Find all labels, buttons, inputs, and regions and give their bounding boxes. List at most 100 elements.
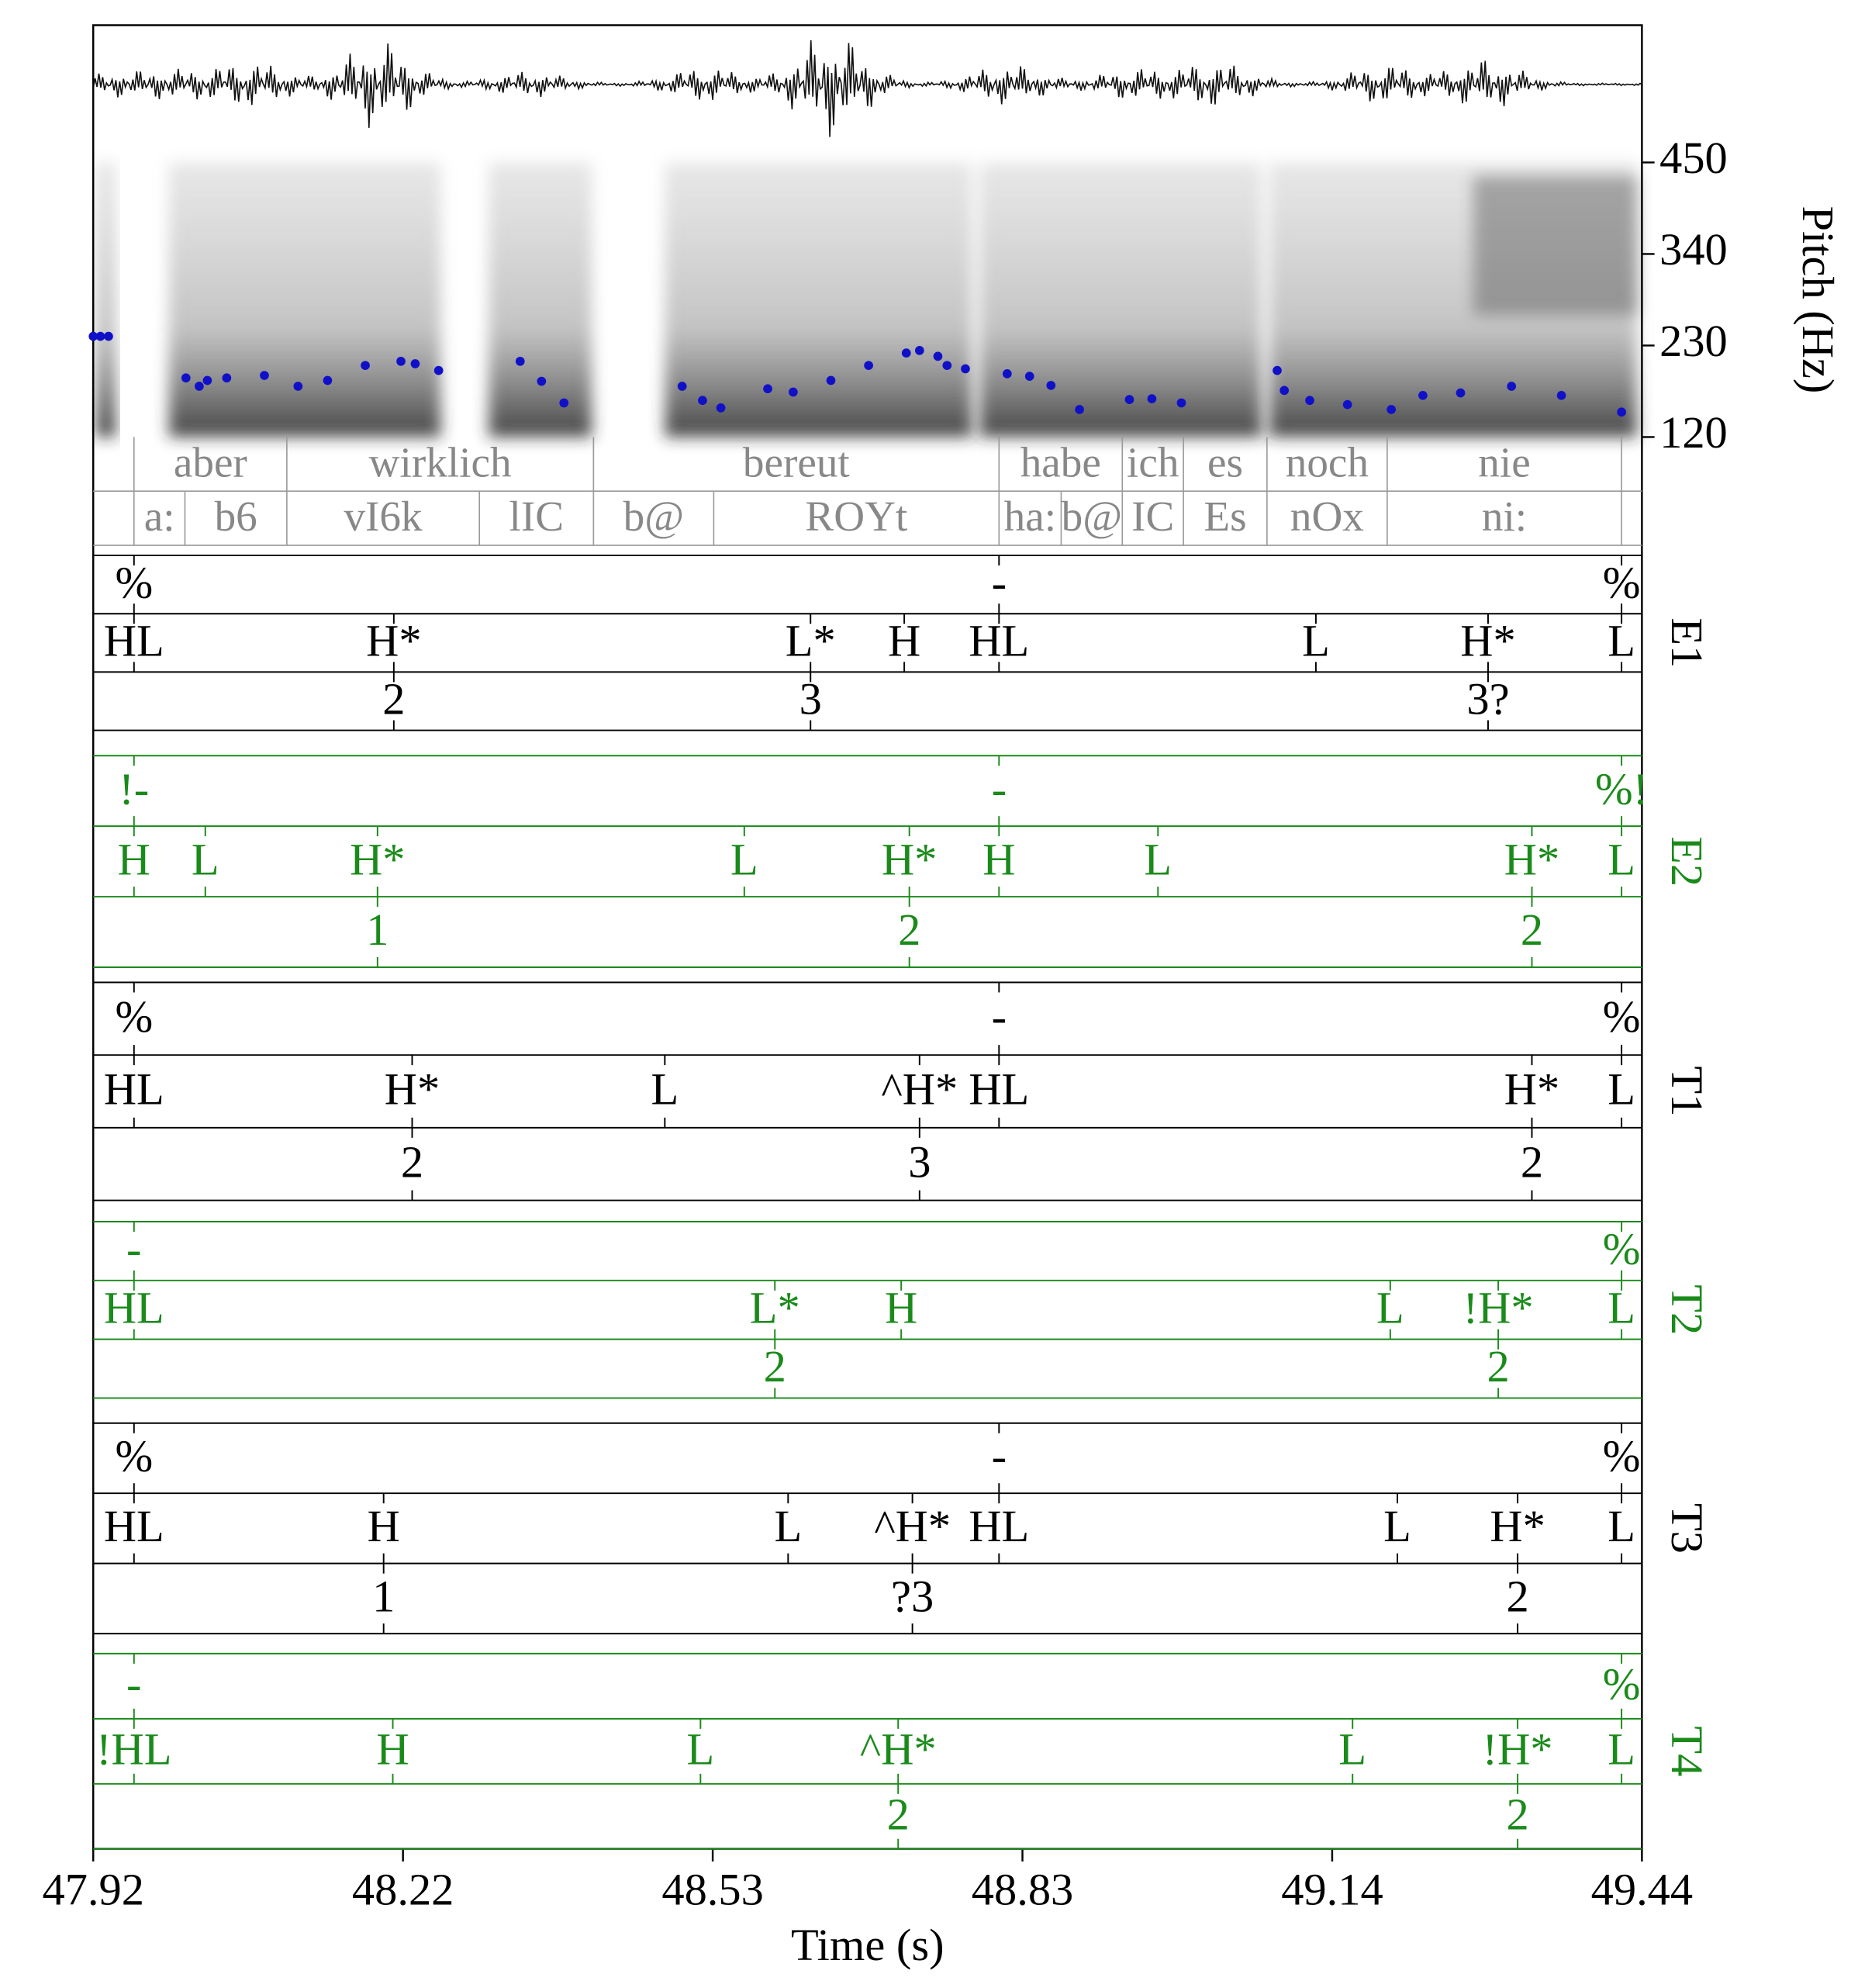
point-label: H: [118, 834, 150, 884]
pitch-point: [826, 375, 836, 385]
point-label: 2: [898, 904, 920, 955]
y-tick-label: 230: [1659, 316, 1728, 366]
y-axis-label: Pitch (Hz): [1793, 206, 1843, 394]
point-label: 2: [382, 674, 405, 724]
point-label: L: [1383, 1501, 1411, 1551]
pitch-point: [1305, 396, 1314, 406]
x-tick-label: 49.44: [1591, 1864, 1693, 1914]
pitch-point: [677, 382, 687, 391]
pitch-point: [914, 346, 924, 355]
pitch-point: [410, 359, 420, 368]
point-label: HL: [969, 615, 1029, 666]
point-label: %: [1603, 557, 1641, 607]
pitch-point: [1617, 407, 1626, 417]
x-tick-label: 47.92: [42, 1864, 143, 1914]
point-label: HL: [104, 1064, 164, 1115]
spectrogram-band: [95, 162, 116, 437]
x-tick-label: 48.22: [352, 1864, 454, 1914]
x-tick-label: 48.83: [972, 1864, 1073, 1914]
point-label: 2: [887, 1789, 910, 1839]
tier-label: ich: [1127, 438, 1179, 486]
y-tick-label: 450: [1659, 133, 1728, 183]
point-label: %: [115, 991, 153, 1042]
annotator-name: T2: [1662, 1284, 1712, 1335]
spectrogram-band: [168, 162, 441, 437]
pitch-point: [1002, 369, 1012, 379]
point-label: -: [992, 763, 1007, 814]
annotator-name: E2: [1662, 836, 1712, 887]
point-label: -: [992, 1431, 1007, 1481]
point-label: 2: [401, 1136, 423, 1187]
pitch-point: [1507, 382, 1517, 391]
x-axis-label: Time (s): [791, 1920, 944, 1970]
pitch-point: [1387, 405, 1397, 414]
tier-label: habe: [1020, 438, 1101, 486]
point-label: %: [115, 1431, 153, 1481]
pitch-point: [1279, 385, 1290, 396]
point-label: H*: [1460, 615, 1515, 666]
pitch-point: [195, 382, 204, 391]
point-label: L*: [750, 1282, 800, 1333]
point-label: %: [1603, 1659, 1641, 1710]
tier-label: bereut: [743, 438, 851, 486]
tier-label: es: [1207, 438, 1243, 486]
point-label: H: [368, 1501, 400, 1551]
point-label: %!: [1595, 763, 1648, 814]
tier-label: nie: [1478, 438, 1530, 486]
point-label: 2: [1506, 1789, 1528, 1839]
pitch-point: [1124, 395, 1134, 404]
point-label: H*: [1504, 1064, 1559, 1115]
spectrogram-band: [1473, 176, 1637, 315]
spectrogram: [92, 40, 1642, 437]
point-label: H*: [385, 1064, 440, 1115]
pitch-point: [901, 348, 911, 358]
point-label: -: [126, 1659, 141, 1710]
point-label: L: [1608, 1282, 1635, 1333]
point-label: H*: [1504, 834, 1559, 884]
pitch-point: [361, 361, 370, 371]
point-label: L: [1302, 615, 1330, 666]
pitch-point: [763, 384, 772, 394]
point-label: H: [376, 1724, 409, 1774]
point-label: HL: [969, 1064, 1029, 1115]
point-label: !H*: [1463, 1282, 1534, 1333]
pitch-point: [1075, 405, 1084, 414]
point-label: L: [1608, 1724, 1635, 1774]
point-label: 2: [764, 1341, 786, 1392]
pitch-point: [1456, 388, 1466, 398]
pitch-point: [1556, 390, 1566, 400]
tier-label: b@: [623, 493, 684, 540]
point-label: 2: [1506, 1571, 1528, 1622]
point-label: %: [1603, 1224, 1641, 1274]
point-label: L: [730, 834, 758, 884]
point-label: L: [1608, 1501, 1635, 1551]
tier-label: aber: [174, 438, 247, 486]
point-label: 1: [372, 1571, 395, 1622]
point-label: L: [1338, 1724, 1366, 1774]
pitch-point: [789, 387, 798, 397]
point-label: %: [1603, 991, 1641, 1042]
pitch-point: [716, 403, 726, 413]
point-label: HL: [104, 1501, 164, 1551]
point-label: !H*: [1483, 1724, 1553, 1774]
point-label: -: [992, 991, 1007, 1042]
tier-label: b6: [215, 493, 257, 540]
point-label: H: [888, 615, 920, 666]
point-label: HL: [104, 615, 164, 666]
pitch-point: [942, 361, 952, 371]
pitch-point: [222, 373, 232, 383]
tier-label: Es: [1203, 493, 1246, 540]
point-label: H*: [882, 834, 937, 884]
point-label: 3: [799, 674, 822, 724]
point-label: L: [1608, 834, 1635, 884]
pitch-point: [104, 331, 113, 341]
pitch-point: [1024, 372, 1034, 381]
pitch-point: [515, 356, 525, 366]
spectrogram-band: [665, 162, 972, 437]
point-label: H*: [350, 834, 405, 884]
x-tick-label: 48.53: [661, 1864, 763, 1914]
tier-label: wirklich: [369, 438, 512, 486]
point-label: L: [192, 834, 219, 884]
point-label: H: [885, 1282, 917, 1333]
